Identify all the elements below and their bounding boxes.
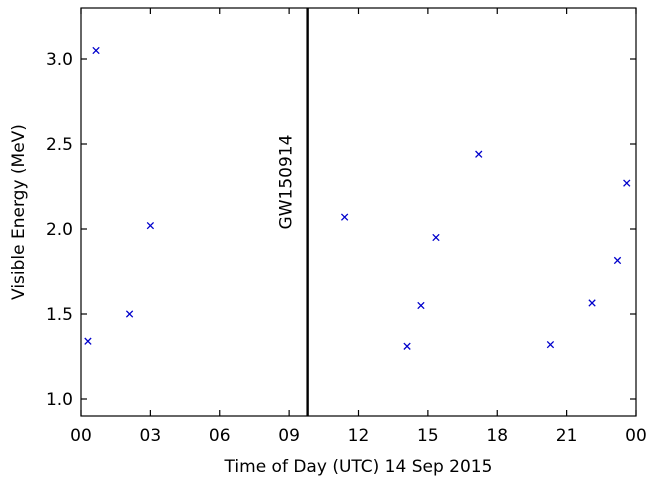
y-axis-ticks: [81, 58, 636, 400]
x-tick-label: 03: [140, 426, 162, 446]
data-point: [92, 46, 100, 55]
data-point: [125, 310, 134, 318]
data-point: [475, 150, 483, 158]
plot-area: [80, 7, 637, 417]
x-axis-tick-labels: 00 03 06 09 12 15 18 21 00: [70, 426, 647, 446]
data-point: [403, 342, 411, 350]
x-tick-label: 09: [278, 426, 300, 446]
x-tick-label: 00: [625, 426, 647, 446]
data-point: [613, 256, 622, 265]
x-tick-label: 21: [556, 426, 578, 446]
x-tick-label: 18: [486, 426, 508, 446]
data-point: [432, 233, 440, 242]
data-point: [546, 340, 555, 349]
y-tick-label: 2.0: [46, 220, 73, 240]
y-tick-label: 2.5: [46, 135, 73, 155]
y-tick-label: 1.5: [46, 305, 73, 325]
data-point: [588, 299, 596, 307]
data-points: [84, 46, 631, 350]
y-tick-label: 3.0: [46, 50, 73, 70]
y-axis-tick-labels: 1.0 1.5 2.0 2.5 3.0: [46, 50, 73, 410]
x-axis-label: Time of Day (UTC) 14 Sep 2015: [224, 457, 493, 477]
data-point: [417, 301, 425, 310]
plot-frame: [80, 7, 637, 417]
y-tick-label: 1.0: [46, 390, 73, 410]
data-point: [340, 213, 349, 221]
x-tick-label: 06: [209, 426, 231, 446]
data-point: [623, 179, 631, 187]
x-tick-label: 00: [70, 426, 92, 446]
y-axis-label: Visible Energy (MeV): [9, 124, 29, 300]
data-point: [84, 337, 92, 345]
data-point: [146, 221, 155, 230]
x-tick-label: 15: [417, 426, 439, 446]
x-tick-label: 12: [348, 426, 370, 446]
x-axis-ticks: [80, 8, 637, 416]
event-label: GW150914: [277, 135, 297, 230]
